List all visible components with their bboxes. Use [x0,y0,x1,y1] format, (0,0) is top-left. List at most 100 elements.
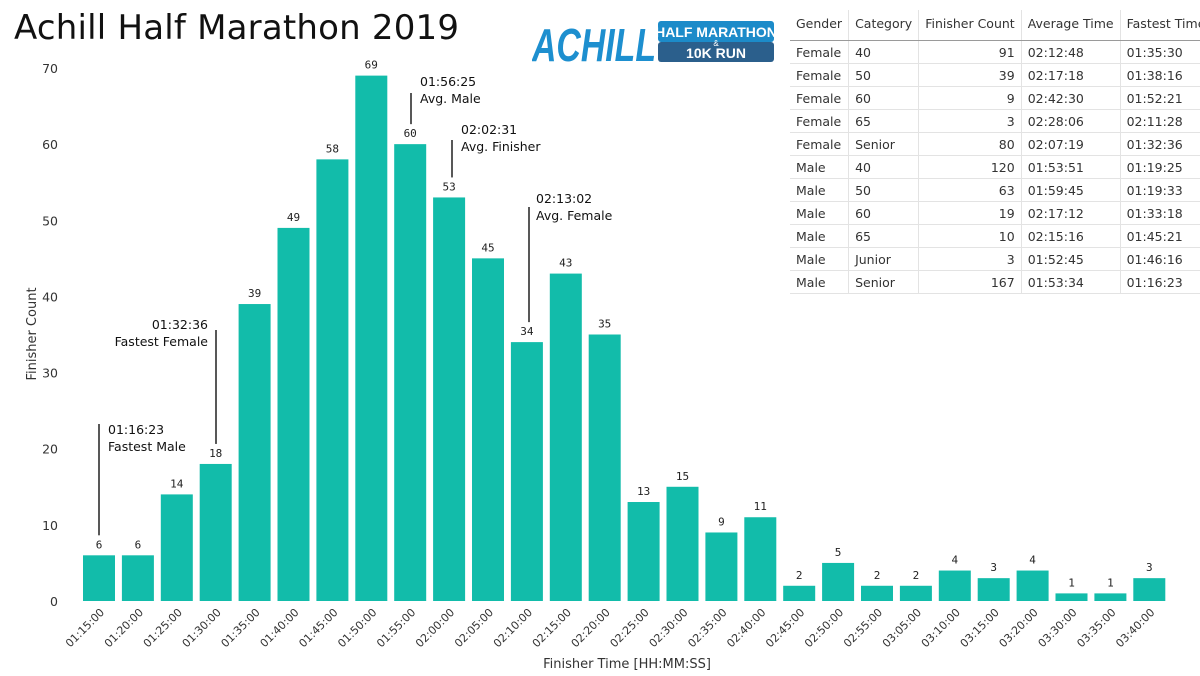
y-tick-label: 30 [42,366,58,381]
bar [394,144,427,601]
bar [83,555,115,601]
table-cell: 01:33:18 [1119,201,1200,225]
logo-line1: HALF MARATHON [655,24,776,40]
annotation-label: Fastest Male [108,439,186,454]
bar-value-label: 45 [481,241,494,254]
table-row: Female 65 3 02:28:06 02:11:28 [790,109,1200,133]
bar-value-label: 69 [365,59,378,72]
bar [783,585,816,601]
table-cell: 01:16:23 [1119,270,1200,294]
bar [472,258,504,601]
bar [861,585,893,601]
x-tick-label: 01:35:00 [219,606,263,650]
bar-value-label: 39 [248,287,261,300]
x-tick-label: 02:25:00 [608,606,652,650]
bar-value-label: 3 [1146,561,1153,574]
table-cell: 63 [918,178,1022,202]
table-cell: 02:12:48 [1020,40,1121,64]
table-row: Male Junior 3 01:52:45 01:46:16 [790,247,1200,271]
x-tick-label: 01:40:00 [257,606,301,650]
bar [705,532,738,601]
bar [666,486,699,601]
bar-value-label: 34 [520,325,534,338]
table-row: Male 50 63 01:59:45 01:19:33 [790,178,1200,202]
table-cell: 50 [848,178,919,202]
annotation-label: Fastest Female [115,334,209,349]
bar-value-label: 43 [559,257,572,270]
table-cell: 01:46:16 [1119,247,1200,271]
table-cell: 80 [918,132,1022,156]
table-cell: 02:07:19 [1020,132,1121,156]
y-tick-label: 50 [42,213,58,228]
bar-value-label: 1 [1068,576,1075,589]
bar [277,227,310,601]
table-cell: 01:19:33 [1119,178,1200,202]
x-tick-label: 02:55:00 [841,606,885,650]
table-cell: 3 [918,247,1022,271]
table-row: Female 60 9 02:42:30 01:52:21 [790,86,1200,110]
x-tick-label: 02:40:00 [724,606,768,650]
bar-value-label: 9 [718,515,725,528]
table-cell: 02:11:28 [1119,109,1200,133]
table-cell: Male [790,201,849,225]
table-cell: Male [790,270,849,294]
annotation-label: Avg. Female [536,208,613,223]
column-header: Fastest Time [1119,10,1200,41]
table-cell: 50 [848,63,919,87]
table-cell: Senior [848,270,919,294]
table-cell: 01:38:16 [1119,63,1200,87]
x-tick-label: 02:35:00 [685,606,729,650]
table-cell: 01:35:30 [1119,40,1200,64]
x-tick-label: 01:20:00 [102,606,146,650]
table-cell: 9 [918,86,1022,110]
table-cell: 02:42:30 [1020,86,1121,110]
x-tick-label: 01:30:00 [180,606,224,650]
bar-value-label: 11 [754,500,767,513]
column-header: Category [848,10,919,41]
table-cell: Female [790,86,849,110]
bar [822,562,855,601]
bar [744,517,777,601]
table-row: Female Senior 80 02:07:19 01:32:36 [790,132,1200,156]
column-header: Average Time [1020,10,1121,41]
bar [588,334,621,601]
annotation-label: Avg. Male [420,91,481,106]
table-header-row: Gender Category Finisher Count Average Time… [790,10,1200,41]
x-tick-label: 02:15:00 [530,606,574,650]
x-tick-label: 02:45:00 [763,606,807,650]
annotation-time: 01:16:23 [108,422,164,437]
bar-value-label: 13 [637,485,650,498]
table-cell: Female [790,132,849,156]
table-cell: 01:52:45 [1020,247,1121,271]
bar-value-label: 1 [1107,576,1114,589]
bar-value-label: 3 [990,561,997,574]
page-title: Achill Half Marathon 2019 [14,8,460,48]
bar [1094,593,1127,601]
table-cell: 120 [918,155,1022,179]
x-tick-label: 01:50:00 [335,606,379,650]
x-tick-label: 03:40:00 [1113,606,1157,650]
annotation-time: 02:13:02 [536,191,592,206]
bar [355,75,388,602]
table-row: Male 65 10 02:15:16 01:45:21 [790,224,1200,248]
bar-value-label: 2 [874,569,881,582]
x-tick-label: 01:25:00 [141,606,185,650]
table-cell: 01:52:21 [1119,86,1200,110]
bar-value-label: 14 [170,477,184,490]
logo-badge-bottom [658,42,774,62]
table-cell: 02:17:18 [1020,63,1121,87]
bar [938,570,971,601]
x-tick-label: 01:45:00 [296,606,340,650]
table-cell: Male [790,224,849,248]
y-tick-label: 0 [50,594,58,609]
table-cell: 65 [848,109,919,133]
table-cell: 19 [918,201,1022,225]
table-cell: 02:17:12 [1020,201,1121,225]
table-cell: 60 [848,201,919,225]
bar-value-label: 35 [598,318,611,331]
bar-value-label: 5 [835,546,842,559]
table-cell: 01:53:34 [1020,270,1121,294]
table-cell: Junior [848,247,919,271]
bar-value-label: 6 [135,538,142,551]
